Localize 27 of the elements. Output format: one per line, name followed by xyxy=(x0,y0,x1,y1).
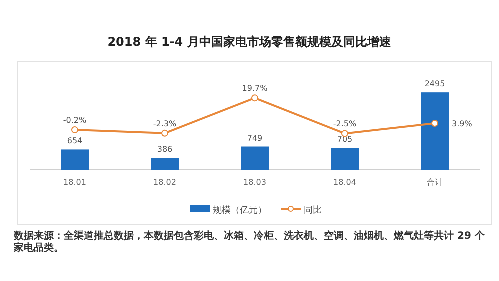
data-label: 654 xyxy=(67,136,83,146)
x-tick-label: 18.04 xyxy=(334,178,356,187)
data-label: -0.2% xyxy=(63,116,87,126)
x-tick-label: 18.03 xyxy=(244,178,266,187)
legend-label: 同比 xyxy=(304,205,322,216)
data-label: -2.5% xyxy=(333,120,357,129)
bar xyxy=(331,148,359,170)
point xyxy=(72,126,78,134)
x-tick-label: 18.01 xyxy=(64,178,86,187)
x-tick-label: 18.02 xyxy=(154,178,176,187)
bar xyxy=(421,92,449,170)
bar xyxy=(61,150,89,170)
data-label: 19.7% xyxy=(242,84,268,94)
chart-title: 2018 年 1-4 月中国家电市场零售额规模及同比增速 xyxy=(108,35,392,49)
data-label: 3.9% xyxy=(452,119,473,128)
point xyxy=(432,120,438,127)
point xyxy=(252,94,258,102)
data-label: -2.3% xyxy=(153,119,177,128)
legend-label: 规模（亿元） xyxy=(213,205,267,216)
data-label: 2495 xyxy=(424,80,446,89)
point xyxy=(162,130,168,137)
x-tick-label: 合计 xyxy=(427,178,443,187)
data-label: 386 xyxy=(157,145,173,154)
data-label: 749 xyxy=(247,134,263,143)
bar xyxy=(241,146,269,170)
source-note: 数据来源：全渠道推总数据，本数据包含彩电、冰箱、冷柜、洗衣机、空调、油烟机、燃气灶等共计 29 个家电品类。 xyxy=(14,231,486,255)
bar xyxy=(151,158,179,170)
